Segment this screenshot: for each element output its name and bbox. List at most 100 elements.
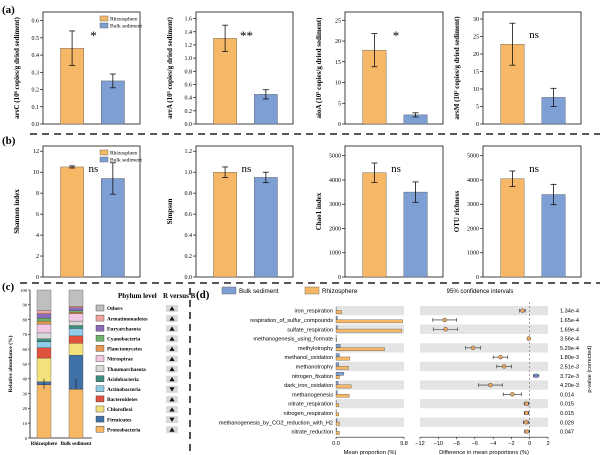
bar-bulk: [253, 177, 278, 278]
p-value: 0.015: [560, 402, 574, 408]
row-stripe: [420, 306, 548, 316]
legend-label: Bulk sediment: [110, 158, 142, 164]
legend-swatch: [95, 385, 105, 392]
row-stripe: [420, 417, 548, 427]
stack-segment: [68, 289, 84, 307]
bar-rhizosphere: [213, 171, 237, 278]
bar-bulk: [335, 427, 337, 432]
legend-swatch: [304, 286, 320, 295]
bar-bulk: [335, 362, 339, 367]
bar-rhizosphere: [335, 366, 349, 370]
y-tick-label: 0.6: [185, 212, 193, 218]
legend-swatch: [99, 15, 109, 22]
left-x-axis-label: Mean proportion (%): [344, 450, 397, 455]
x-tick-label: −8: [453, 441, 459, 447]
y-tick-label: 0.0: [185, 275, 193, 281]
diff-point: [443, 327, 448, 332]
bar-rhizosphere: [335, 319, 403, 324]
chart-b2: 0.0 0.2 0.4 0.6 0.8 1.0 1.2 Simpson ns: [166, 145, 294, 281]
x-tick-label: Bulk sediment: [61, 442, 92, 447]
legend-swatch: [95, 345, 105, 352]
panel-label-a: (a): [2, 4, 15, 16]
function-label: nitrate_respiration: [288, 402, 333, 408]
diff-point: [524, 429, 530, 434]
bar-bulk: [541, 194, 566, 278]
diff-point: [524, 410, 529, 416]
stack-segment: [68, 320, 84, 326]
legend-swatch: [95, 405, 105, 413]
x-tick-label: −6: [472, 441, 478, 447]
stack-segment: [36, 357, 52, 382]
legend-swatch: [99, 156, 109, 163]
p-value: 0.029: [560, 420, 574, 426]
legend-label: Rhizosphere: [322, 288, 358, 295]
x-tick-label: 0.0: [332, 441, 340, 447]
panel-label-b: (b): [2, 135, 16, 147]
bar-bulk: [335, 344, 341, 348]
function-label: methylotrophy: [298, 346, 333, 352]
x-tick-label: −2: [508, 441, 514, 447]
stack-segment: [36, 341, 52, 348]
bar-rhizosphere: [335, 421, 340, 426]
row-stripe: [420, 399, 548, 409]
function-label: methanogenesis_using_formate: [253, 337, 333, 343]
y-tick-label: 15: [473, 70, 479, 76]
stack-segment: [36, 289, 52, 311]
y-tick-label: 0.4: [185, 96, 193, 102]
y-axis-label: arsM (10⁵ copies/g dried sediment): [453, 16, 461, 120]
y-tick-label: 1.4: [185, 30, 193, 36]
legend-label: Armatimonadetes: [107, 316, 148, 322]
row-stripe: [336, 417, 404, 427]
y-tick-label: 0.0: [32, 122, 40, 128]
triangle-up-icon: [169, 326, 175, 331]
y-tick-label: 0: [338, 275, 341, 281]
y-tick-label: 5: [476, 105, 479, 111]
y-tick-label: 5000: [329, 154, 341, 160]
x-tick-label: −12: [415, 441, 425, 447]
stack-segment: [36, 338, 52, 342]
stack-segment: [68, 313, 84, 322]
y-tick-label: 3000: [467, 202, 479, 208]
legend-swatch: [95, 314, 105, 322]
y-tick-label: 10: [473, 87, 479, 93]
triangle-up-icon: [169, 336, 175, 341]
diff-point: [523, 420, 529, 425]
diff-point: [488, 382, 493, 388]
y-tick-label: 3000: [329, 202, 341, 208]
bar-rhizosphere: [335, 431, 340, 435]
legend-label: Rhizosphere: [110, 151, 138, 157]
y-tick-label: 0.2: [185, 109, 193, 115]
row-stripe: [336, 399, 404, 409]
function-label: nitrogen_fixation: [292, 374, 333, 380]
stack-segment: [68, 328, 84, 337]
p-value: 3.72e-3: [560, 374, 579, 380]
bar-bulk: [335, 353, 340, 357]
stack-segment: [36, 313, 52, 319]
legend-label: Euryarchaeota: [107, 326, 141, 332]
y-tick-label: 0.8: [185, 191, 193, 197]
p-value: 4.20e-3: [560, 383, 579, 389]
legend-label: Nitrospirae: [107, 357, 133, 363]
y-tick-label: 0.2: [32, 88, 40, 94]
function-label: iron_respiration: [294, 309, 333, 315]
y-tick-label: 0: [36, 275, 39, 281]
y-tick-label: 0.4: [185, 233, 193, 239]
legend-swatch: [95, 355, 105, 362]
row-stripe: [420, 361, 548, 372]
legend-label: Proteobacteria: [107, 427, 141, 433]
x-tick-label: −10: [434, 441, 444, 447]
p-value: 1.80e-3: [560, 355, 579, 361]
diff-point: [526, 336, 531, 341]
significance-label: ns: [242, 163, 252, 175]
y-axis-label: aioA (10⁵ copies/g dried sediment): [315, 17, 323, 119]
legend-swatch: [95, 325, 105, 332]
x-tick-label: 9.8: [400, 441, 408, 447]
y-tick-label: 90: [23, 303, 28, 308]
triangle-up-icon: [169, 356, 175, 361]
y-tick-label: 10: [33, 170, 39, 176]
panel-label-c: (c): [2, 281, 15, 293]
bar-bulk: [335, 390, 338, 395]
legend-swatch: [99, 22, 109, 29]
y-tick-label: 1.0: [185, 170, 193, 176]
legend-swatch: [95, 304, 105, 312]
